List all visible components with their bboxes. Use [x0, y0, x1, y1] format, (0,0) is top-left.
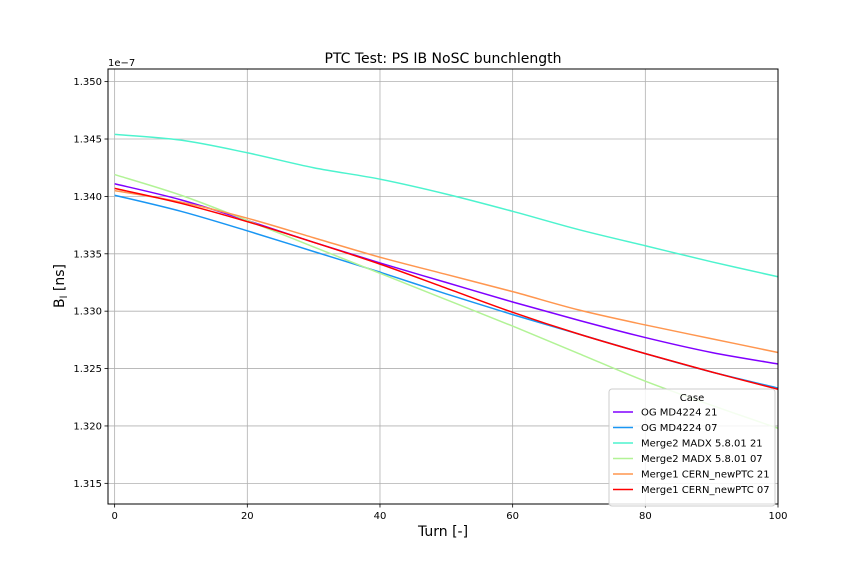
legend-title: Case	[680, 393, 704, 404]
y-tick-label: 1.345	[73, 135, 102, 146]
legend-label: Merge1 CERN_newPTC 07	[641, 485, 770, 496]
y-tick-label: 1.335	[73, 249, 102, 260]
y-tick-label: 1.350	[73, 77, 102, 88]
plot-frame	[107, 68, 779, 505]
y-tick-label: 1.320	[73, 421, 102, 432]
series-line-6	[114, 187, 779, 390]
legend-label: Merge2 MADX 5.8.01 21	[641, 439, 763, 450]
y-offset-text: 1e−7	[108, 58, 135, 69]
y-tick-label: 1.325	[73, 364, 102, 375]
series-line-1	[114, 183, 779, 365]
legend-label: OG MD4224 21	[641, 408, 717, 419]
y-tick-label: 1.315	[73, 479, 102, 490]
x-tick-label: 40	[374, 511, 387, 522]
series-line-5	[114, 189, 779, 354]
series-line-3	[114, 133, 779, 278]
legend-box	[608, 388, 776, 507]
legend-label: Merge1 CERN_newPTC 21	[641, 470, 770, 481]
chart-title: PTC Test: PS IB NoSC bunchlength	[324, 51, 561, 67]
y-axis: 1.315 1.320 1.325 1.330 1.335 1.340 1.345 1.350	[73, 77, 108, 490]
x-tick-label: 100	[768, 511, 787, 522]
x-tick-label: 0	[111, 511, 117, 522]
series-lines	[114, 133, 779, 429]
y-axis-label-sub: l	[59, 296, 70, 299]
legend-label: Merge2 MADX 5.8.01 07	[641, 454, 763, 465]
y-axis-label-unit: [ns]	[52, 264, 68, 296]
x-axis-label: Turn [-]	[417, 524, 468, 540]
y-axis-label: Bl [ns]	[52, 264, 70, 308]
x-tick-label: 20	[241, 511, 254, 522]
x-tick-label: 60	[506, 511, 519, 522]
x-axis: 0 20 40 60 80 100	[111, 504, 788, 522]
legend: Case OG MD4224 21 OG MD4224 07 Merge2 MADX …	[608, 388, 776, 507]
y-tick-label: 1.340	[73, 192, 102, 203]
y-tick-label: 1.330	[73, 307, 102, 318]
y-axis-label-main: B	[52, 298, 68, 308]
legend-label: OG MD4224 07	[641, 423, 717, 434]
grid	[108, 69, 779, 504]
x-tick-label: 80	[639, 511, 652, 522]
